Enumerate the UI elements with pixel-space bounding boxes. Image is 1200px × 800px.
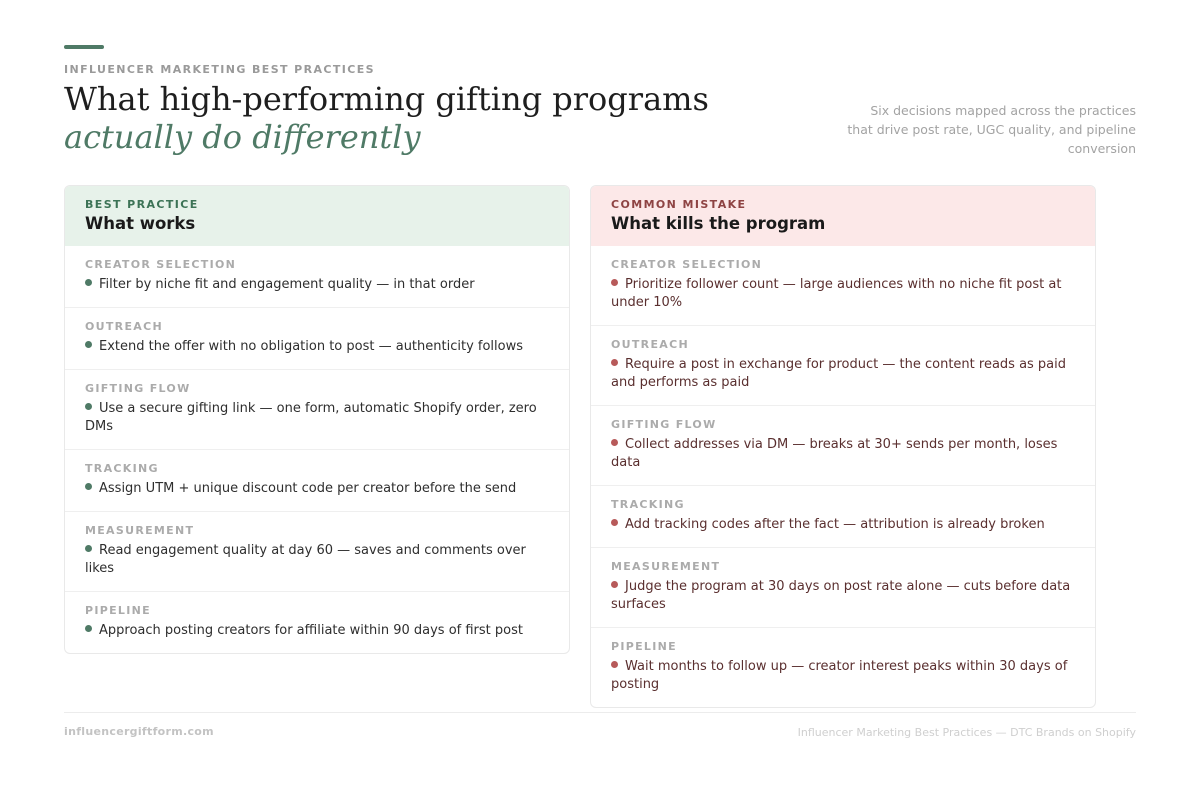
best-practice-row: CREATOR SELECTION Filter by niche fit an…	[65, 246, 569, 307]
best-practice-title: What works	[85, 214, 196, 233]
row-item: Prioritize follower count — large audien…	[611, 276, 1075, 312]
page-title-emphasis: actually do differently	[64, 118, 421, 156]
row-text: Assign UTM + unique discount code per cr…	[99, 481, 517, 496]
row-item: Collect addresses via DM — breaks at 30+…	[611, 436, 1075, 472]
bullet-dot-icon	[85, 483, 92, 490]
bullet-dot-icon	[85, 625, 92, 632]
footer-site: influencergiftform.com	[64, 725, 214, 738]
common-mistake-row: OUTREACH Require a post in exchange for …	[591, 325, 1095, 405]
best-practice-row: GIFTING FLOW Use a secure gifting link —…	[65, 369, 569, 449]
page-subtitle: Six decisions mapped across the practice…	[847, 103, 1136, 156]
row-category: OUTREACH	[611, 338, 689, 351]
common-mistake-row: GIFTING FLOW Collect addresses via DM — …	[591, 405, 1095, 485]
best-practice-row: PIPELINE Approach posting creators for a…	[65, 591, 569, 653]
row-item: Wait months to follow up — creator inter…	[611, 658, 1075, 694]
row-text: Judge the program at 30 days on post rat…	[611, 579, 1071, 612]
row-category: GIFTING FLOW	[611, 418, 717, 431]
common-mistake-row: CREATOR SELECTION Prioritize follower co…	[591, 246, 1095, 325]
bullet-dot-icon	[611, 359, 618, 366]
common-mistake-card-header: COMMON MISTAKE What kills the program	[591, 186, 1095, 246]
bullet-dot-icon	[611, 661, 618, 668]
common-mistake-card: COMMON MISTAKE What kills the program CR…	[590, 185, 1096, 708]
page-title-main: What high-performing gifting programs	[64, 80, 709, 118]
row-text: Use a secure gifting link — one form, au…	[85, 401, 537, 434]
row-item: Use a secure gifting link — one form, au…	[85, 400, 549, 436]
row-text: Read engagement quality at day 60 — save…	[85, 543, 526, 576]
footer-divider	[64, 712, 1136, 713]
row-text: Approach posting creators for affiliate …	[99, 623, 523, 638]
bullet-dot-icon	[85, 279, 92, 286]
common-mistake-title: What kills the program	[611, 214, 826, 233]
bullet-dot-icon	[611, 581, 618, 588]
bullet-dot-icon	[611, 439, 618, 446]
row-category: TRACKING	[611, 498, 685, 511]
accent-bar	[64, 45, 104, 49]
row-category: TRACKING	[85, 462, 159, 475]
row-category: PIPELINE	[611, 640, 677, 653]
row-text: Add tracking codes after the fact — attr…	[625, 517, 1045, 532]
row-category: GIFTING FLOW	[85, 382, 191, 395]
best-practice-list: CREATOR SELECTION Filter by niche fit an…	[65, 246, 569, 653]
row-item: Read engagement quality at day 60 — save…	[85, 542, 549, 578]
row-item: Judge the program at 30 days on post rat…	[611, 578, 1075, 614]
bullet-dot-icon	[611, 519, 618, 526]
row-category: PIPELINE	[85, 604, 151, 617]
best-practice-row: MEASUREMENT Read engagement quality at d…	[65, 511, 569, 591]
row-item: Approach posting creators for affiliate …	[85, 622, 549, 640]
best-practice-row: OUTREACH Extend the offer with no obliga…	[65, 307, 569, 369]
bullet-dot-icon	[85, 341, 92, 348]
row-category: MEASUREMENT	[85, 524, 195, 537]
row-text: Collect addresses via DM — breaks at 30+…	[611, 437, 1058, 470]
best-practice-row: TRACKING Assign UTM + unique discount co…	[65, 449, 569, 511]
page-title: What high-performing gifting programs ac…	[64, 80, 824, 156]
footer-caption: Influencer Marketing Best Practices — DT…	[797, 726, 1136, 739]
row-category: MEASUREMENT	[611, 560, 721, 573]
common-mistake-row: MEASUREMENT Judge the program at 30 days…	[591, 547, 1095, 627]
bullet-dot-icon	[85, 403, 92, 410]
common-mistake-row: PIPELINE Wait months to follow up — crea…	[591, 627, 1095, 707]
row-category: CREATOR SELECTION	[611, 258, 763, 271]
row-text: Prioritize follower count — large audien…	[611, 277, 1062, 310]
row-item: Add tracking codes after the fact — attr…	[611, 516, 1075, 534]
best-practice-card-header: BEST PRACTICE What works	[65, 186, 569, 246]
row-item: Assign UTM + unique discount code per cr…	[85, 480, 549, 498]
eyebrow-label: INFLUENCER MARKETING BEST PRACTICES	[64, 63, 375, 76]
row-category: OUTREACH	[85, 320, 163, 333]
best-practice-card: BEST PRACTICE What works CREATOR SELECTI…	[64, 185, 570, 654]
row-text: Extend the offer with no obligation to p…	[99, 339, 524, 354]
row-item: Require a post in exchange for product —…	[611, 356, 1075, 392]
row-text: Wait months to follow up — creator inter…	[611, 659, 1068, 692]
bullet-dot-icon	[85, 545, 92, 552]
row-item: Filter by niche fit and engagement quali…	[85, 276, 549, 294]
row-item: Extend the offer with no obligation to p…	[85, 338, 549, 356]
row-category: CREATOR SELECTION	[85, 258, 237, 271]
best-practice-kicker: BEST PRACTICE	[85, 198, 199, 211]
row-text: Require a post in exchange for product —…	[611, 357, 1067, 390]
common-mistake-kicker: COMMON MISTAKE	[611, 198, 747, 211]
common-mistake-list: CREATOR SELECTION Prioritize follower co…	[591, 246, 1095, 707]
common-mistake-row: TRACKING Add tracking codes after the fa…	[591, 485, 1095, 547]
row-text: Filter by niche fit and engagement quali…	[99, 277, 475, 292]
bullet-dot-icon	[611, 279, 618, 286]
